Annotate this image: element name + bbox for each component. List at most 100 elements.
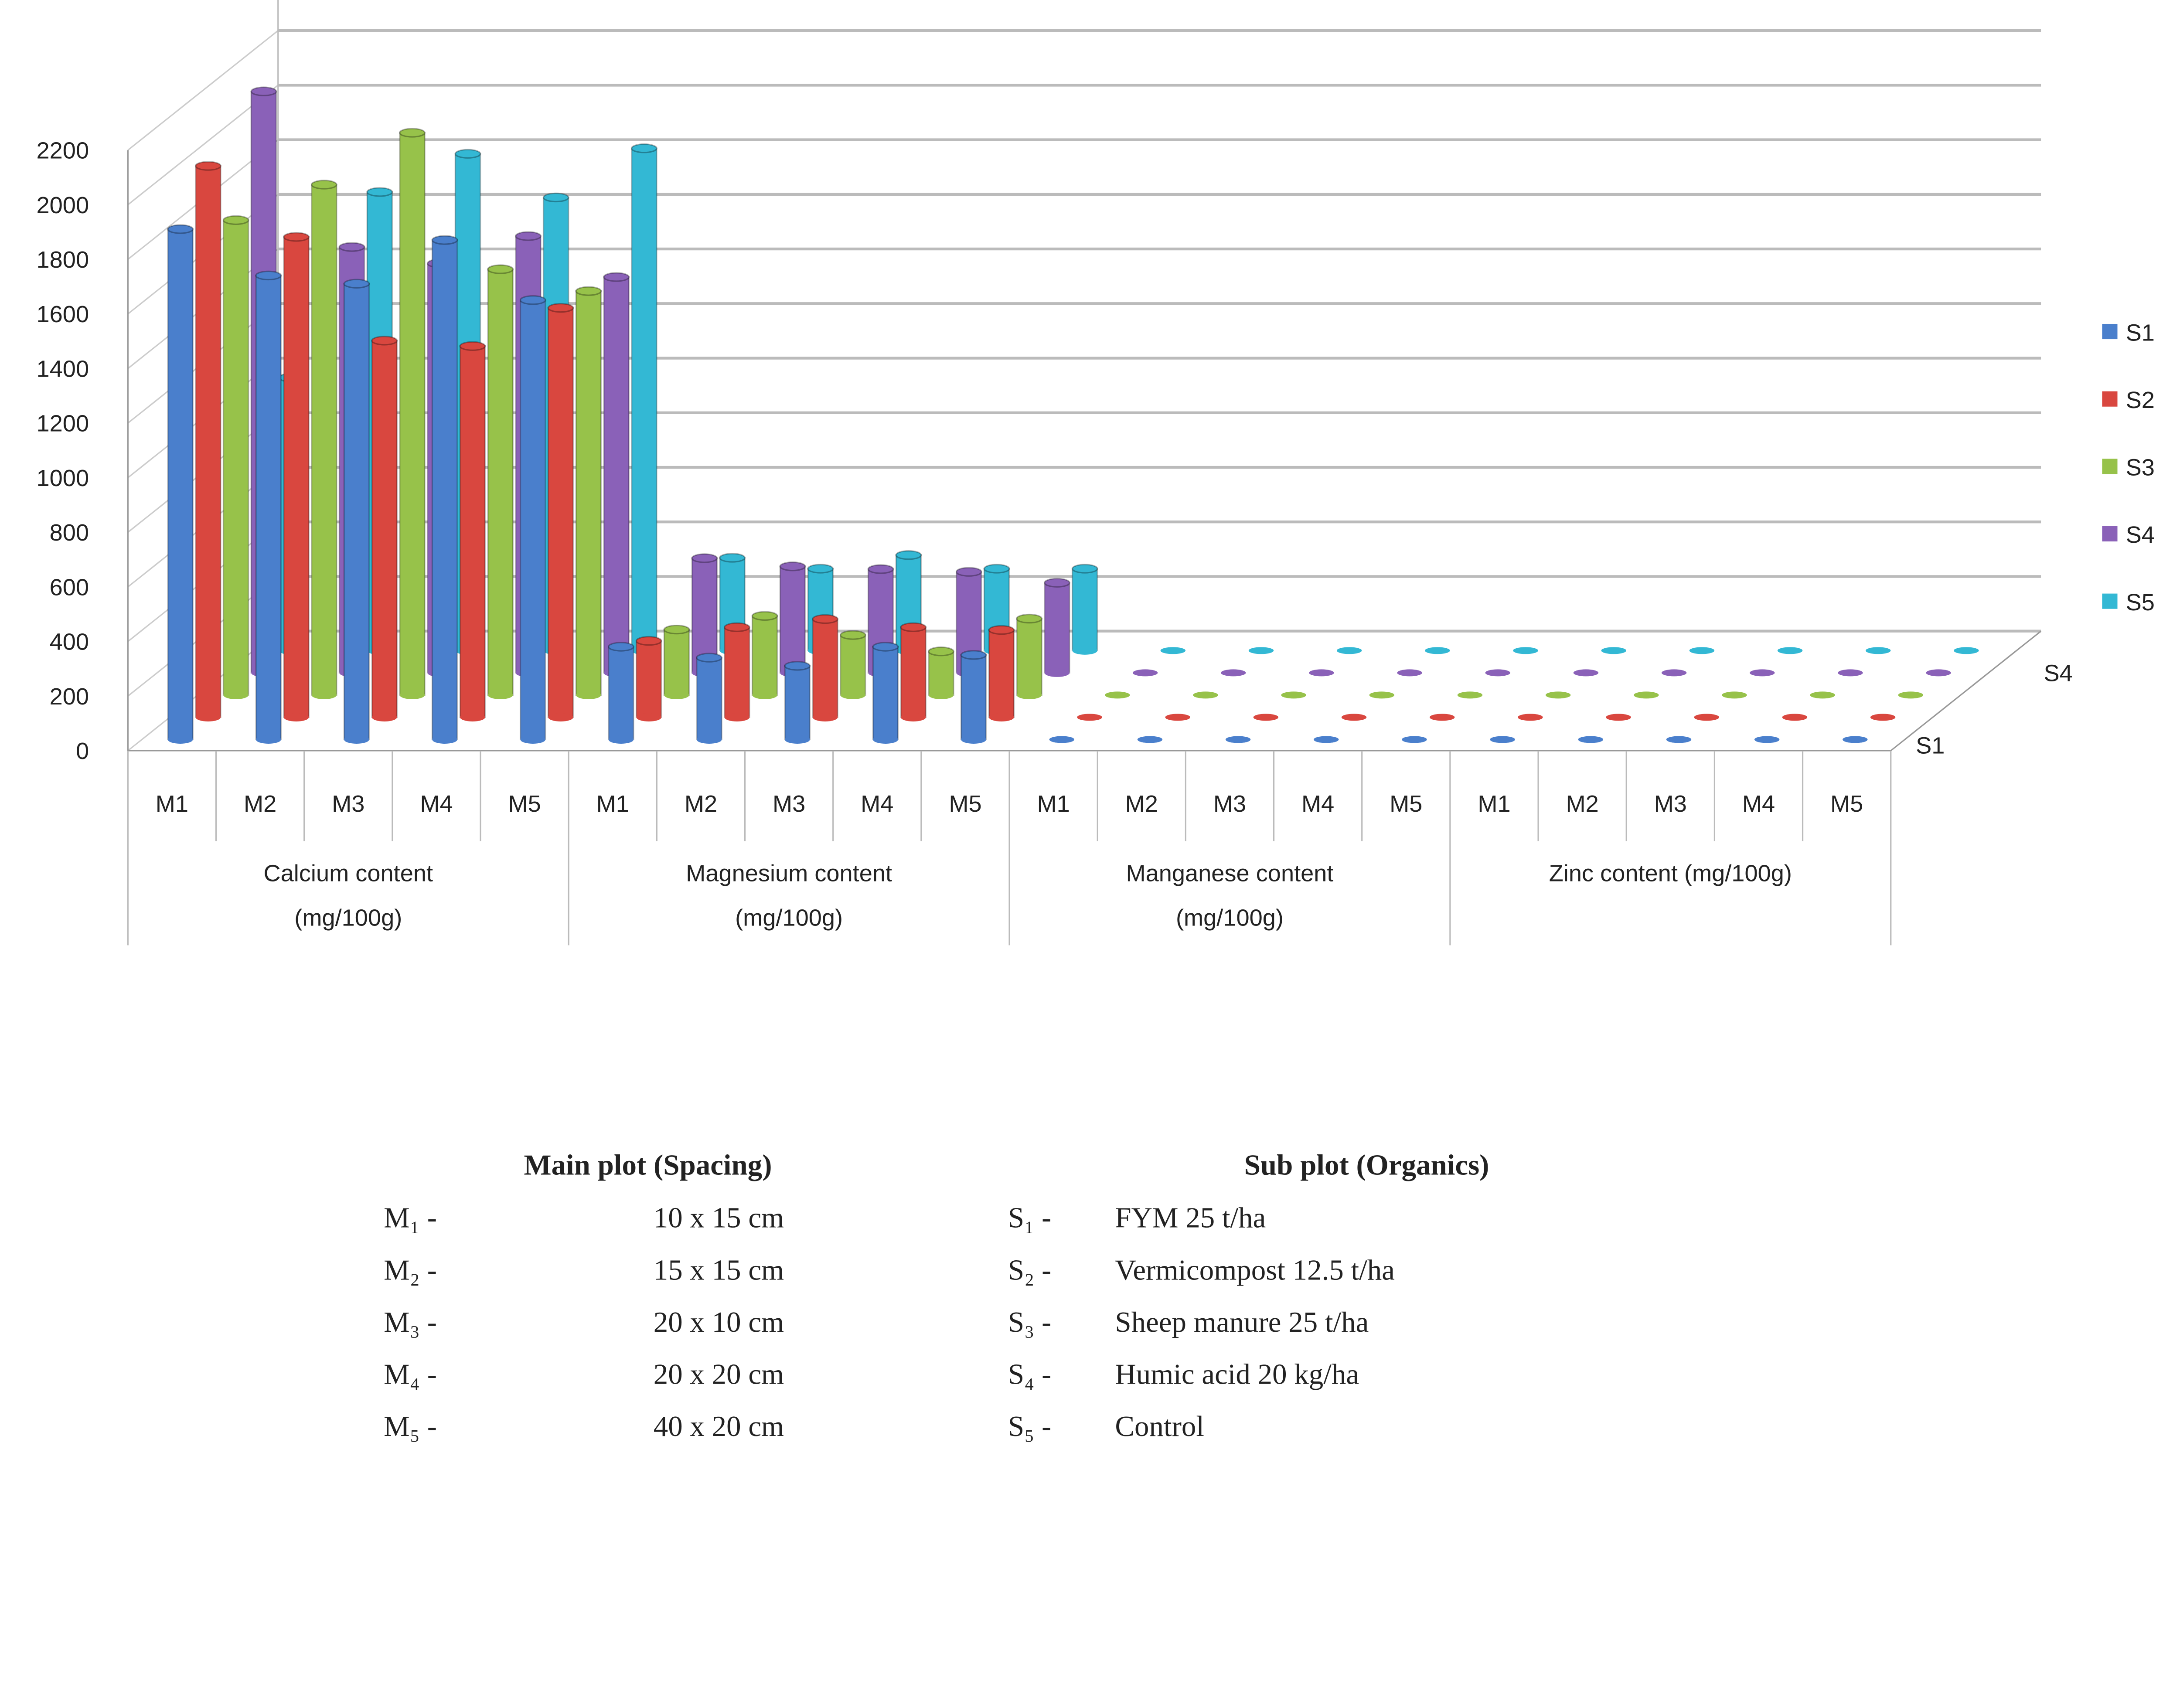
side-gridline — [127, 30, 279, 151]
bar-base — [167, 735, 193, 744]
bar-body — [283, 236, 310, 718]
bar-S2-M2-group1 — [283, 232, 310, 721]
bar-S2-M3-group3 — [1253, 714, 1279, 721]
bar-S4-M5-group2 — [1044, 578, 1070, 677]
bar-flat — [1314, 736, 1339, 743]
bar-S2-M3-group2 — [812, 614, 838, 721]
bar-flat — [1634, 691, 1659, 699]
bar-flat — [1457, 691, 1483, 699]
bar-body — [1044, 582, 1070, 674]
main-plot-value: 15 x 15 cm — [654, 1254, 784, 1286]
bar-body — [988, 629, 1015, 718]
bar-S2-M2-group3 — [1165, 714, 1190, 721]
y-tick-label: 1200 — [37, 411, 89, 437]
bar-base — [785, 735, 810, 744]
bar-S2-M2-group4 — [1606, 714, 1631, 721]
group-label-units: (mg/100g) — [1176, 905, 1284, 931]
bar-base — [696, 735, 722, 744]
bar-cap — [955, 567, 982, 577]
bar-flat — [1870, 714, 1896, 721]
x-tick-label: M5 — [1390, 791, 1422, 817]
bar-body — [575, 290, 602, 696]
bar-S4-M4-group4 — [1838, 669, 1863, 677]
x-tick-label: M4 — [1742, 791, 1775, 817]
bar-S1-M1-group2 — [608, 642, 634, 744]
bar-body — [487, 268, 514, 696]
bar-cap — [895, 550, 922, 560]
bar-base — [989, 713, 1014, 721]
bar-flat — [1281, 691, 1306, 699]
bar-cap — [575, 286, 602, 296]
bar-flat — [1397, 669, 1422, 677]
x-tick-label: M5 — [1830, 791, 1863, 817]
bar-S2-M5-group4 — [1870, 714, 1896, 721]
bar-flat — [1221, 669, 1246, 677]
bar-cap — [663, 624, 690, 635]
bar-flat — [1485, 669, 1510, 677]
legend-swatch — [2102, 526, 2118, 542]
bar-base — [548, 713, 573, 721]
bar-S1-M1-group1 — [167, 224, 194, 744]
bar-cap — [779, 561, 806, 572]
bar-flat — [1866, 647, 1891, 654]
bar-cap — [872, 642, 899, 652]
bar-S3-M1-group1 — [222, 215, 249, 699]
group-label: Magnesium content — [686, 861, 892, 887]
bar-S3-M4-group2 — [928, 646, 954, 699]
bar-S3-M1-group2 — [663, 624, 690, 699]
bar-body — [779, 565, 806, 674]
x-tick-label: M4 — [861, 791, 893, 817]
sub-plot-code: S₁ - — [1008, 1202, 1052, 1234]
bar-S4-M2-group4 — [1661, 669, 1687, 677]
bar-flat — [1137, 736, 1163, 743]
bar-S5-M5-group3 — [1513, 647, 1538, 654]
bar-cap — [960, 650, 987, 660]
bar-body — [519, 299, 546, 741]
bar-body — [928, 650, 954, 696]
bar-body — [547, 307, 574, 718]
bar-S3-M3-group3 — [1281, 691, 1306, 699]
y-tick-label: 1600 — [37, 301, 89, 327]
bar-body — [1016, 618, 1042, 696]
footnote-legend: Main plot (Spacing) Sub plot (Organics) … — [384, 1149, 1489, 1443]
bar-cap — [631, 143, 657, 153]
bar-cap — [928, 646, 954, 657]
legend-item-S5: S5 — [2102, 589, 2155, 616]
bar-flat — [1165, 714, 1190, 721]
bar-S1-M5-group4 — [1843, 736, 1868, 743]
bar-S3-M5-group3 — [1457, 691, 1483, 699]
bar-cap — [487, 264, 514, 274]
bar-body — [900, 626, 927, 718]
depth-label-s1: S1 — [1916, 732, 1945, 759]
bar-body — [608, 646, 634, 741]
bar-S1-M5-group1 — [519, 295, 546, 744]
bar-cap — [371, 336, 398, 346]
y-tick-label: 600 — [50, 574, 89, 600]
bar-base — [432, 735, 457, 744]
bar-S3-M1-group3 — [1105, 691, 1130, 699]
x-tick-label: M2 — [244, 791, 276, 817]
x-tick-label: M5 — [949, 791, 981, 817]
bar-S1-M2-group1 — [255, 270, 282, 744]
bar-S2-M3-group4 — [1694, 714, 1719, 721]
bar-S4-M2-group3 — [1221, 669, 1246, 677]
depth-label-s4: S4 — [2044, 660, 2073, 687]
y-tick-label: 0 — [76, 738, 89, 764]
group-label-units: (mg/100g) — [294, 905, 402, 931]
bar-flat — [1838, 669, 1863, 677]
bar-S5-M2-group4 — [1689, 647, 1715, 654]
bar-body — [167, 228, 194, 741]
bar-cap — [547, 303, 574, 313]
bar-flat — [1049, 736, 1074, 743]
bar-cap — [399, 128, 426, 138]
main-plot-value: 10 x 15 cm — [654, 1202, 784, 1234]
bar-base — [1044, 668, 1070, 677]
bar-cap — [807, 564, 834, 574]
bar-body — [724, 626, 750, 718]
bar-S2-M4-group1 — [459, 341, 486, 721]
legend-swatch — [2102, 323, 2118, 340]
bar-S2-M3-group1 — [371, 336, 398, 721]
bar-flat — [1666, 736, 1692, 743]
bar-S1-M4-group4 — [1754, 736, 1780, 743]
